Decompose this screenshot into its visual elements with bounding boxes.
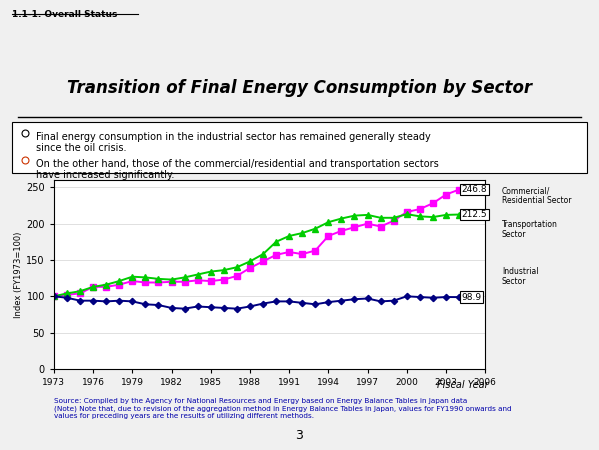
Y-axis label: Index (FY1973=100): Index (FY1973=100) bbox=[14, 231, 23, 318]
Text: 3: 3 bbox=[295, 429, 304, 442]
FancyBboxPatch shape bbox=[12, 122, 587, 173]
Text: Commercial/
Residential Sector: Commercial/ Residential Sector bbox=[502, 186, 571, 206]
Text: Fiscal Year: Fiscal Year bbox=[437, 380, 488, 390]
Text: On the other hand, those of the commercial/residential and transportation sector: On the other hand, those of the commerci… bbox=[36, 159, 439, 180]
Text: Transition of Final Energy Consumption by Sector: Transition of Final Energy Consumption b… bbox=[67, 79, 532, 97]
Text: Source: Compiled by the Agency for National Resources and Energy based on Energy: Source: Compiled by the Agency for Natio… bbox=[54, 398, 512, 419]
Text: Industrial
Sector: Industrial Sector bbox=[502, 267, 539, 287]
Text: Transportation
Sector: Transportation Sector bbox=[502, 220, 558, 239]
Text: 98.9: 98.9 bbox=[462, 292, 482, 302]
Text: 246.8: 246.8 bbox=[462, 185, 488, 194]
Text: 1.1-1. Overall Status: 1.1-1. Overall Status bbox=[12, 10, 117, 19]
Text: Final energy consumption in the industrial sector has remained generally steady
: Final energy consumption in the industri… bbox=[36, 132, 431, 153]
Text: 212.5: 212.5 bbox=[462, 210, 488, 219]
